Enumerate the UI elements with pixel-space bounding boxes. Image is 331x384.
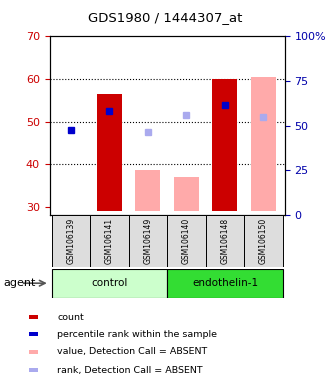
Text: rank, Detection Call = ABSENT: rank, Detection Call = ABSENT [58,366,203,375]
Bar [29,315,38,319]
Bar [174,177,199,211]
Text: GSM106139: GSM106139 [66,218,75,264]
Text: GSM106140: GSM106140 [182,218,191,264]
Bar [52,269,167,298]
Bar [251,77,276,211]
Text: control: control [91,278,127,288]
Bar [29,332,38,336]
Text: GSM106141: GSM106141 [105,218,114,264]
Bar [167,215,206,267]
Bar [206,215,244,267]
Bar [90,215,129,267]
Bar [52,215,90,267]
Text: percentile rank within the sample: percentile rank within the sample [58,329,217,339]
Bar [29,368,38,372]
Text: endothelin-1: endothelin-1 [192,278,258,288]
Bar [97,94,122,211]
Text: agent: agent [3,278,36,288]
Text: GSM106150: GSM106150 [259,218,268,264]
Text: GSM106148: GSM106148 [220,218,229,264]
Text: value, Detection Call = ABSENT: value, Detection Call = ABSENT [58,347,208,356]
Bar [213,79,237,211]
Bar [167,269,283,298]
Text: count: count [58,313,84,322]
Bar [129,215,167,267]
Bar [244,215,283,267]
Text: GSM106149: GSM106149 [143,218,152,264]
Bar [135,170,161,211]
Bar [29,350,38,354]
Text: GDS1980 / 1444307_at: GDS1980 / 1444307_at [88,11,243,24]
